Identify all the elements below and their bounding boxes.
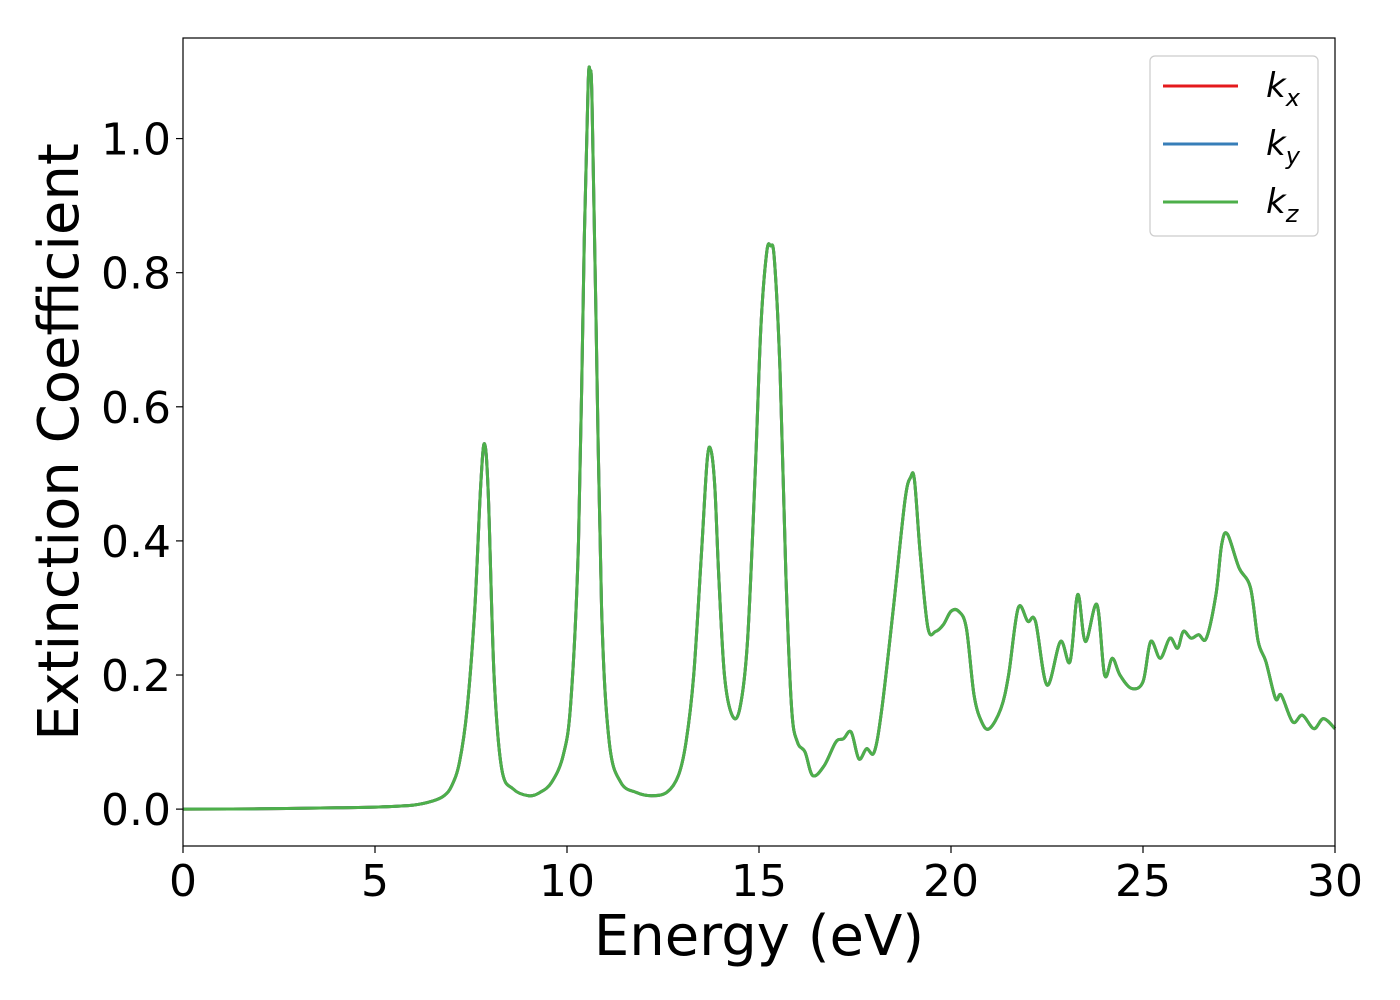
x-tick-label: 5 xyxy=(361,856,389,907)
legend: kx ky kz xyxy=(1149,55,1319,237)
y-tick-label: 0.4 xyxy=(101,517,171,568)
y-tick-label: 0.2 xyxy=(101,651,171,702)
y-axis: 0.0 0.2 0.4 0.6 0.8 1.0 xyxy=(101,115,183,836)
y-tick-label: 1.0 xyxy=(101,115,171,166)
x-tick-label: 30 xyxy=(1307,856,1363,907)
legend-label: kz xyxy=(1266,182,1300,228)
x-tick-label: 20 xyxy=(923,856,979,907)
x-axis-title: Energy (eV) xyxy=(594,904,924,969)
x-axis: 0 5 10 15 20 25 30 xyxy=(169,846,1363,907)
x-tick-label: 10 xyxy=(539,856,595,907)
y-tick-label: 0.0 xyxy=(101,785,171,836)
x-tick-label: 0 xyxy=(169,856,197,907)
y-axis-title: Extinction Coefficient xyxy=(27,143,92,741)
legend-box xyxy=(1149,55,1319,237)
x-tick-label: 15 xyxy=(731,856,787,907)
series-layer xyxy=(182,65,1337,811)
x-tick-label: 25 xyxy=(1115,856,1171,907)
legend-label: ky xyxy=(1266,124,1301,170)
y-tick-label: 0.6 xyxy=(101,383,171,434)
legend-label: kx xyxy=(1266,66,1301,112)
series-line-k-z xyxy=(182,65,1337,811)
y-tick-label: 0.8 xyxy=(101,249,171,300)
